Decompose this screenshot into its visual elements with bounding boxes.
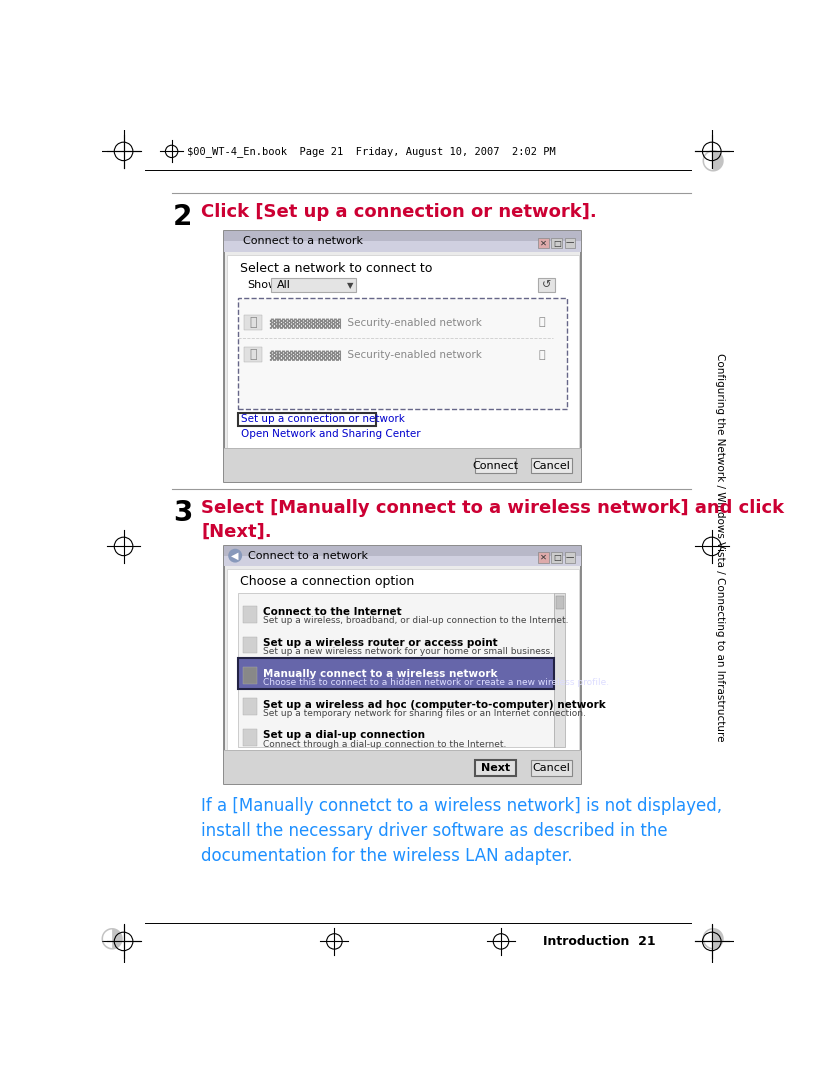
Text: Select [Manually connect to a wireless network] and click
[Next].: Select [Manually connect to a wireless n… bbox=[201, 500, 784, 541]
Bar bbox=[224, 232, 581, 251]
Text: Set up a wireless, broadband, or dial-up connection to the Internet.: Set up a wireless, broadband, or dial-up… bbox=[263, 617, 569, 625]
Bar bbox=[224, 556, 581, 566]
Bar bbox=[531, 761, 571, 776]
Text: Set up a temporary network for sharing files or an Internet connection.: Set up a temporary network for sharing f… bbox=[263, 709, 586, 717]
Text: Cancel: Cancel bbox=[532, 763, 570, 774]
Text: ✕: ✕ bbox=[540, 238, 547, 248]
Text: 🖥: 🖥 bbox=[249, 348, 257, 361]
Text: Click [Set up a connection or network].: Click [Set up a connection or network]. bbox=[201, 203, 597, 221]
Text: □: □ bbox=[553, 553, 561, 562]
Text: ▼: ▼ bbox=[346, 281, 353, 290]
Bar bbox=[224, 545, 581, 566]
Text: —: — bbox=[566, 553, 574, 562]
Text: Set up a wireless ad hoc (computer-to-computer) network: Set up a wireless ad hoc (computer-to-co… bbox=[263, 700, 606, 710]
Bar bbox=[224, 241, 581, 251]
Text: ▓▓▓▓▓▓▓▓▓  Security-enabled network: ▓▓▓▓▓▓▓▓▓ Security-enabled network bbox=[269, 317, 482, 328]
Text: Set up a connection or network: Set up a connection or network bbox=[241, 414, 405, 424]
Text: Configuring the Network / Windows Vista / Connecting to an Infrastructure: Configuring the Network / Windows Vista … bbox=[715, 353, 725, 741]
Text: Connect to the Internet: Connect to the Internet bbox=[263, 607, 402, 617]
Bar bbox=[538, 552, 549, 563]
Text: 2: 2 bbox=[173, 203, 192, 230]
Text: Choose a connection option: Choose a connection option bbox=[240, 575, 414, 588]
Bar bbox=[556, 596, 564, 609]
Bar bbox=[238, 593, 554, 748]
Bar bbox=[238, 298, 567, 409]
Text: ▓▓▓▓▓▓▓▓▓  Security-enabled network: ▓▓▓▓▓▓▓▓▓ Security-enabled network bbox=[269, 349, 482, 360]
Bar bbox=[224, 232, 581, 481]
Text: Open Network and Sharing Center: Open Network and Sharing Center bbox=[241, 428, 421, 439]
Text: Set up a wireless router or access point: Set up a wireless router or access point bbox=[263, 638, 498, 648]
Text: Manually connect to a wireless network: Manually connect to a wireless network bbox=[263, 669, 498, 678]
Text: —: — bbox=[566, 238, 574, 248]
Bar bbox=[224, 448, 581, 481]
Text: If a [Manually connetct to a wireless network] is not displayed,
install the nec: If a [Manually connetct to a wireless ne… bbox=[201, 796, 722, 865]
Bar bbox=[475, 458, 516, 473]
Text: ↺: ↺ bbox=[542, 280, 552, 290]
Text: 3: 3 bbox=[173, 500, 192, 527]
Bar bbox=[238, 413, 377, 425]
Text: Connect to a network: Connect to a network bbox=[248, 551, 368, 560]
Bar bbox=[475, 761, 516, 776]
Bar bbox=[243, 729, 257, 745]
Text: Connect through a dial-up connection to the Internet.: Connect through a dial-up connection to … bbox=[263, 740, 506, 749]
Text: ✕: ✕ bbox=[540, 553, 547, 562]
Bar bbox=[244, 347, 262, 362]
Text: 🖥: 🖥 bbox=[249, 316, 257, 329]
Bar bbox=[552, 552, 562, 563]
Text: Connect: Connect bbox=[473, 461, 518, 471]
Text: Choose this to connect to a hidden network or create a new wireless profile.: Choose this to connect to a hidden netwo… bbox=[263, 678, 609, 687]
Text: Set up a dial-up connection: Set up a dial-up connection bbox=[263, 730, 425, 740]
Bar bbox=[243, 668, 257, 684]
Bar bbox=[565, 238, 575, 249]
Text: Set up a new wireless network for your home or small business.: Set up a new wireless network for your h… bbox=[263, 647, 553, 657]
Text: $00_WT-4_En.book  Page 21  Friday, August 10, 2007  2:02 PM: $00_WT-4_En.book Page 21 Friday, August … bbox=[187, 146, 556, 157]
Bar bbox=[224, 545, 581, 784]
Bar bbox=[227, 254, 579, 448]
Text: Connect to a network: Connect to a network bbox=[243, 237, 363, 247]
Text: 📶: 📶 bbox=[538, 349, 544, 359]
Bar bbox=[538, 278, 555, 292]
Text: Show: Show bbox=[248, 280, 278, 290]
Bar bbox=[271, 278, 356, 292]
Bar bbox=[552, 238, 562, 249]
Text: All: All bbox=[277, 280, 291, 290]
Text: Cancel: Cancel bbox=[532, 461, 570, 471]
Bar bbox=[244, 315, 262, 330]
Text: ◑: ◑ bbox=[700, 145, 725, 173]
Circle shape bbox=[228, 549, 242, 563]
Bar bbox=[538, 238, 549, 249]
Text: Introduction  21: Introduction 21 bbox=[544, 935, 656, 948]
Bar bbox=[224, 751, 581, 784]
Text: ◑: ◑ bbox=[700, 923, 725, 951]
Bar bbox=[565, 552, 575, 563]
Text: □: □ bbox=[553, 238, 561, 248]
Bar bbox=[227, 569, 579, 751]
Bar bbox=[243, 636, 257, 654]
Bar bbox=[243, 606, 257, 622]
Text: 📶: 📶 bbox=[538, 317, 544, 328]
Bar bbox=[531, 458, 571, 473]
Bar bbox=[238, 658, 554, 689]
Text: Next: Next bbox=[481, 763, 510, 774]
Bar bbox=[243, 698, 257, 715]
Text: ◀: ◀ bbox=[231, 551, 239, 560]
Text: ◑: ◑ bbox=[99, 923, 123, 951]
Bar bbox=[554, 593, 566, 748]
Text: Select a network to connect to: Select a network to connect to bbox=[240, 262, 432, 275]
